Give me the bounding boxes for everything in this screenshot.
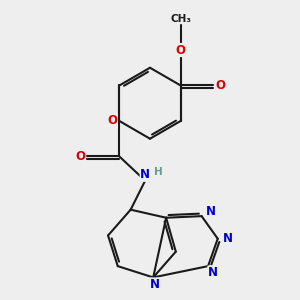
Text: O: O — [107, 115, 117, 128]
Text: O: O — [75, 150, 85, 163]
Text: H: H — [154, 167, 163, 177]
Text: N: N — [150, 278, 160, 291]
Text: CH₃: CH₃ — [170, 14, 191, 24]
Text: N: N — [206, 205, 216, 218]
Text: O: O — [176, 44, 186, 56]
Text: N: N — [208, 266, 218, 279]
Text: N: N — [222, 232, 233, 245]
Text: N: N — [140, 168, 150, 181]
Text: O: O — [215, 79, 225, 92]
